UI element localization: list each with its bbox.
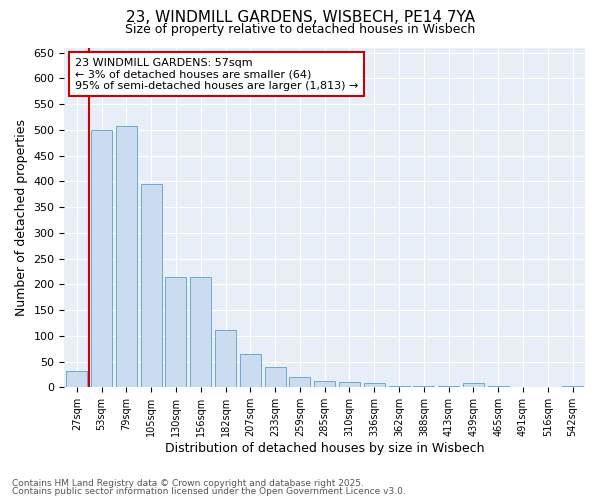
Bar [116, 126, 137, 388]
Bar [314, 380, 335, 388]
Bar [562, 386, 583, 388]
Bar [339, 382, 360, 388]
Text: Contains HM Land Registry data © Crown copyright and database right 2025.: Contains HM Land Registry data © Crown c… [12, 478, 364, 488]
Bar [66, 371, 88, 388]
Text: 23, WINDMILL GARDENS, WISBECH, PE14 7YA: 23, WINDMILL GARDENS, WISBECH, PE14 7YA [125, 10, 475, 25]
Bar [463, 383, 484, 388]
Text: Contains public sector information licensed under the Open Government Licence v3: Contains public sector information licen… [12, 487, 406, 496]
Text: Size of property relative to detached houses in Wisbech: Size of property relative to detached ho… [125, 22, 475, 36]
X-axis label: Distribution of detached houses by size in Wisbech: Distribution of detached houses by size … [165, 442, 484, 455]
Bar [364, 383, 385, 388]
Bar [512, 387, 533, 388]
Bar [91, 130, 112, 388]
Bar [215, 330, 236, 388]
Bar [190, 277, 211, 388]
Bar [438, 386, 459, 388]
Bar [413, 386, 434, 388]
Bar [488, 386, 509, 388]
Bar [140, 184, 162, 388]
Bar [537, 387, 559, 388]
Text: 23 WINDMILL GARDENS: 57sqm
← 3% of detached houses are smaller (64)
95% of semi-: 23 WINDMILL GARDENS: 57sqm ← 3% of detac… [75, 58, 358, 91]
Bar [240, 354, 261, 388]
Bar [289, 377, 310, 388]
Bar [265, 367, 286, 388]
Bar [389, 386, 410, 388]
Y-axis label: Number of detached properties: Number of detached properties [15, 119, 28, 316]
Bar [166, 277, 187, 388]
